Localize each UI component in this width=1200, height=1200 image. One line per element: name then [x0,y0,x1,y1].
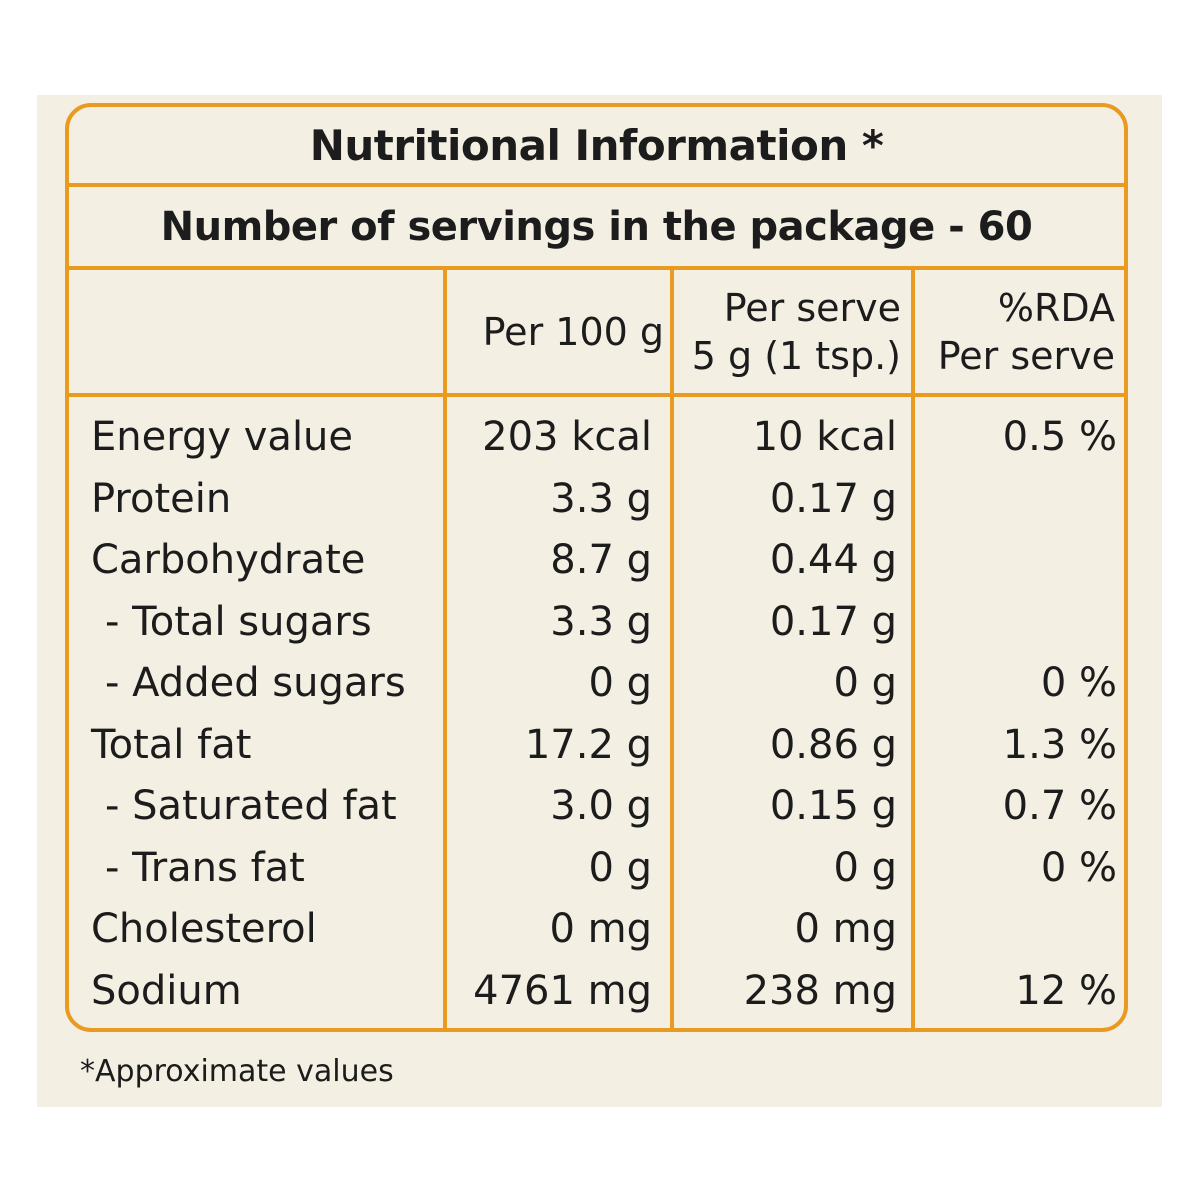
per-serve-value: 0.44 g [769,537,897,583]
per-100g-value: 203 kcal [482,414,652,460]
table-row: Cholesterol 0 mg 0 mg [69,899,1124,961]
table-row: - Saturated fat 3.0 g 0.15 g 0.7 % [69,776,1124,838]
per-100g-value: 0 mg [549,906,652,952]
table-row: - Added sugars 0 g 0 g 0 % [69,653,1124,715]
table-row: Sodium 4761 mg 238 mg 12 % [69,961,1124,1023]
table-row: Carbohydrate 8.7 g 0.44 g [69,530,1124,592]
table-row: Protein 3.3 g 0.17 g [69,469,1124,531]
nutrient-name: Total fat [91,721,252,768]
per-serve-value: 0.17 g [769,475,897,522]
column-header-label: Per serve [723,285,901,330]
per-serve-value: 0.17 g [769,598,897,645]
column-header-label: Per 100 g [482,309,664,354]
per-serve-value: 238 mg [743,967,897,1014]
servings-count: Number of servings in the package - 60 [69,187,1124,270]
per-100g-value: 4761 mg [473,967,652,1014]
nutrient-name: Sodium [91,967,242,1014]
per-serve-value: 0.86 g [769,721,897,768]
nutrient-name: Carbohydrate [91,537,366,583]
per-serve-value: 0 mg [794,906,897,952]
per-serve-value: 0 g [833,844,897,891]
nutrient-rows: Energy value 203 kcal 10 kcal 0.5 % Prot… [69,407,1124,1022]
nutrient-name: - Added sugars [105,660,406,706]
per-100g-value: 17.2 g [524,721,652,768]
column-header-per-100g: Per 100 g [447,270,664,393]
column-divider [911,270,915,1028]
table-row: Energy value 203 kcal 10 kcal 0.5 % [69,407,1124,469]
rda-value: 12 % [1015,967,1117,1014]
nutrient-name: - Trans fat [105,844,305,891]
per-100g-value: 8.7 g [550,537,652,583]
per-100g-value: 0 g [588,844,652,891]
rda-value: 0 % [1040,660,1117,706]
column-divider [443,270,447,1028]
nutrition-table: Nutritional Information * Number of serv… [65,103,1128,1032]
nutrient-name: Energy value [91,414,354,460]
per-serve-value: 10 kcal [752,414,897,460]
table-row: - Total sugars 3.3 g 0.17 g [69,592,1124,654]
column-header-label: %RDA [997,285,1115,330]
nutrient-name: - Saturated fat [105,783,397,829]
table-title: Nutritional Information * [69,107,1124,187]
per-serve-value: 0.15 g [769,783,897,829]
nutrient-name: Cholesterol [91,906,317,952]
nutrient-name: Protein [91,475,232,522]
rda-value: 0.7 % [1002,783,1117,829]
column-header-sublabel: Per serve [937,333,1115,378]
rda-value: 0 % [1040,844,1117,891]
column-header-rda: %RDA Per serve [915,270,1115,393]
per-100g-value: 3.0 g [550,783,652,829]
per-serve-value: 0 g [833,660,897,706]
column-header-per-serve: Per serve 5 g (1 tsp.) [674,270,901,393]
table-row: - Trans fat 0 g 0 g 0 % [69,838,1124,900]
nutrient-name: - Total sugars [105,598,372,645]
column-header-sublabel: 5 g (1 tsp.) [691,333,901,378]
column-divider [670,270,674,1028]
header-divider [69,393,1124,397]
footnote: *Approximate values [80,1054,394,1089]
table-row: Total fat 17.2 g 0.86 g 1.3 % [69,715,1124,777]
per-100g-value: 0 g [588,660,652,706]
label-background [37,95,1162,1107]
rda-value: 1.3 % [1002,721,1117,768]
rda-value: 0.5 % [1002,414,1117,460]
per-100g-value: 3.3 g [550,598,652,645]
per-100g-value: 3.3 g [550,475,652,522]
